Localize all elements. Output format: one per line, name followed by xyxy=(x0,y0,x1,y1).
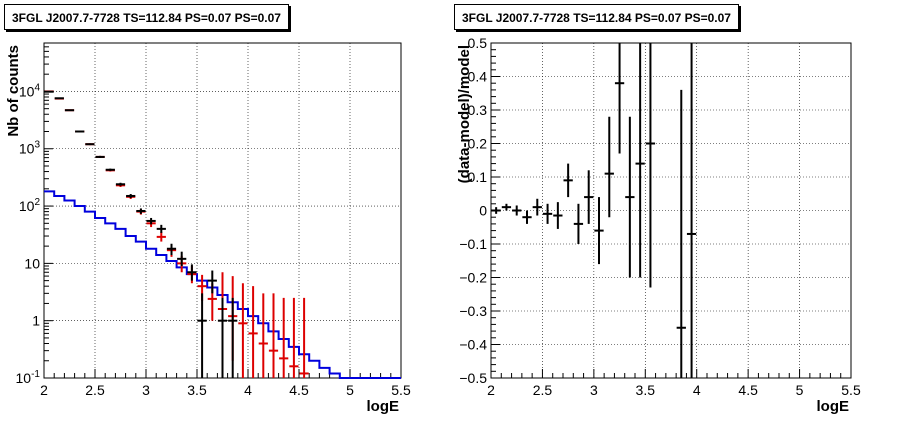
residual-point xyxy=(491,207,501,214)
panel-2: 2 2.5 3 3.5 4 4.5 5 5.5 −0.5 −0.4 −0.3 −0.2 −0.1 0 0.1… xyxy=(456,35,861,415)
x-tick-label: 4 xyxy=(693,382,701,398)
counts-point xyxy=(177,251,187,266)
x-tick-label: 3.5 xyxy=(187,382,207,398)
model-point xyxy=(248,286,258,378)
x-tick-label: 2 xyxy=(487,382,495,398)
y-axis-title: (data-model)/model xyxy=(456,45,473,183)
x-tick-label: 3 xyxy=(142,382,150,398)
y-tick-label: −0.5 xyxy=(459,370,487,386)
y-tick-label: 10-1 xyxy=(16,369,41,386)
component-step-line xyxy=(44,190,401,379)
x-tick-label: 4 xyxy=(244,382,252,398)
x-tick-label: 3 xyxy=(590,382,598,398)
residual-point xyxy=(512,205,522,216)
counts-point xyxy=(146,217,156,225)
y-tick-label: 102 xyxy=(19,197,41,214)
y-tick-label: 0.1 xyxy=(468,169,488,185)
residual-point xyxy=(563,163,573,198)
residual-point xyxy=(573,203,584,244)
x-axis-title: logE xyxy=(367,398,400,415)
residual-point xyxy=(645,43,656,288)
y-tick-label: 0.3 xyxy=(468,102,488,118)
counts-point xyxy=(115,182,126,186)
x-tick-label: 5.5 xyxy=(841,382,861,398)
x-tick-label: 5 xyxy=(796,382,804,398)
residual-point xyxy=(686,43,697,378)
x-tick-label: 2 xyxy=(40,382,48,398)
residual-point xyxy=(676,89,686,378)
residual-point xyxy=(635,43,645,278)
counts-point xyxy=(207,270,217,294)
y-tick-label: 0.2 xyxy=(468,136,488,152)
counts-point xyxy=(156,224,166,233)
x-tick-label: 3.5 xyxy=(636,382,656,398)
y-tick-label: 0.4 xyxy=(468,69,488,85)
y-tick-label: 0 xyxy=(479,203,487,219)
residual-point xyxy=(625,116,635,278)
x-tick-label: 4.5 xyxy=(738,382,758,398)
counts-point xyxy=(228,297,238,378)
y-tick-label: 103 xyxy=(19,140,41,157)
panel-1: 2 2.5 3 3.5 4 4.5 5 5.5 10-1 1 10 102 103 104 logE Nb o… xyxy=(5,42,411,415)
y-tick-label: −0.2 xyxy=(459,270,487,286)
x-axis-title: logE xyxy=(817,398,850,415)
y-tick-label: 104 xyxy=(19,82,41,99)
y-tick-label: −0.4 xyxy=(459,337,487,353)
residual-point xyxy=(553,202,563,229)
counts-point xyxy=(187,264,197,281)
counts-point xyxy=(166,243,177,255)
counts-point xyxy=(95,155,105,158)
residual-point xyxy=(604,116,614,218)
model-point xyxy=(299,297,309,378)
counts-point xyxy=(44,90,54,93)
x-tick-label: 5 xyxy=(346,382,354,398)
counts-point xyxy=(85,143,95,146)
x-tick-label: 2.5 xyxy=(533,382,553,398)
right-panel-title: 3FGL J2007.7-7728 TS=112.84 PS=0.07 PS=0… xyxy=(454,4,739,30)
counts-point xyxy=(197,293,207,378)
model-point xyxy=(156,232,166,242)
residual-point xyxy=(522,210,532,224)
residual-point xyxy=(584,170,594,224)
residual-point xyxy=(542,203,553,224)
model-point xyxy=(258,293,268,378)
counts-point xyxy=(75,130,85,133)
x-tick-label: 2.5 xyxy=(85,382,105,398)
residual-point xyxy=(594,197,604,265)
model-point xyxy=(238,283,248,378)
counts-point xyxy=(54,97,64,100)
y-tick-label: 0.5 xyxy=(468,35,488,51)
residual-point xyxy=(501,203,512,211)
left-panel-title: 3FGL J2007.7-7728 TS=112.84 PS=0.07 PS=0… xyxy=(4,4,289,30)
model-point xyxy=(279,297,289,378)
residual-point xyxy=(532,198,542,216)
y-tick-label: −0.1 xyxy=(459,236,487,252)
counts-point xyxy=(105,168,115,171)
y-tick-label: 1 xyxy=(32,313,40,329)
model-point xyxy=(289,297,299,378)
counts-point xyxy=(136,208,146,214)
x-tick-label: 4.5 xyxy=(289,382,309,398)
counts-point xyxy=(217,297,228,378)
counts-point xyxy=(64,109,75,112)
y-tick-label: −0.3 xyxy=(459,303,487,319)
residual-point xyxy=(614,43,625,154)
model-point xyxy=(268,293,279,378)
y-tick-label: 10 xyxy=(24,255,40,271)
x-tick-label: 5.5 xyxy=(391,382,411,398)
y-axis-title: Nb of counts xyxy=(5,45,22,137)
counts-point xyxy=(126,194,136,199)
